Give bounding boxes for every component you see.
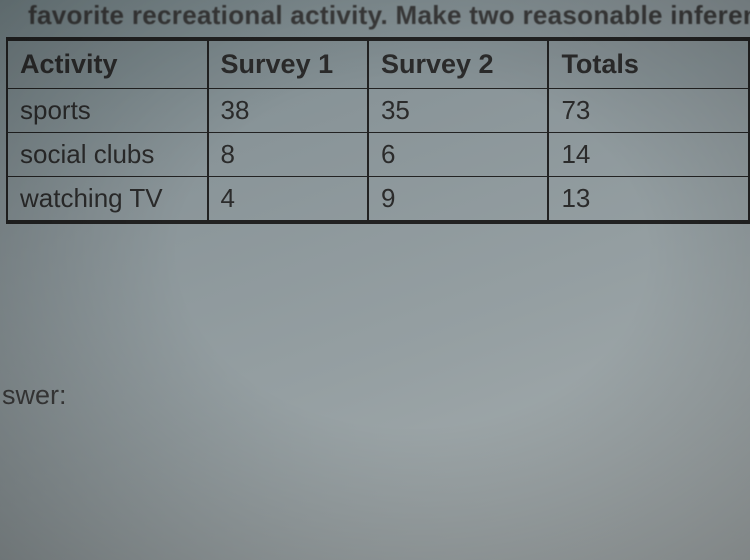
col-survey2: Survey 2	[368, 41, 548, 89]
cell-survey2: 6	[368, 133, 548, 177]
cell-totals: 13	[548, 177, 749, 221]
table-row: watching TV 4 9 13	[7, 177, 749, 221]
col-totals: Totals	[548, 41, 749, 89]
cell-survey2: 9	[368, 177, 548, 221]
cell-survey1: 38	[208, 89, 368, 133]
answer-label: swer:	[0, 380, 67, 411]
table-row: sports 38 35 73	[7, 89, 749, 133]
data-table-wrap: Activity Survey 1 Survey 2 Totals sports…	[6, 37, 750, 224]
col-activity: Activity	[7, 41, 208, 89]
table-header-row: Activity Survey 1 Survey 2 Totals	[7, 41, 749, 89]
cell-activity: watching TV	[7, 177, 208, 221]
cell-totals: 73	[548, 89, 749, 133]
table-row: social clubs 8 6 14	[7, 133, 749, 177]
cell-survey2: 35	[368, 89, 548, 133]
cell-activity: social clubs	[7, 133, 208, 177]
data-table: Activity Survey 1 Survey 2 Totals sports…	[6, 40, 750, 221]
cell-totals: 14	[548, 133, 749, 177]
page: favorite recreational activity. Make two…	[0, 0, 750, 224]
question-line: favorite recreational activity. Make two…	[0, 0, 750, 35]
col-survey1: Survey 1	[208, 41, 368, 89]
cell-survey1: 8	[208, 133, 368, 177]
cell-activity: sports	[7, 89, 208, 133]
cell-survey1: 4	[208, 177, 368, 221]
